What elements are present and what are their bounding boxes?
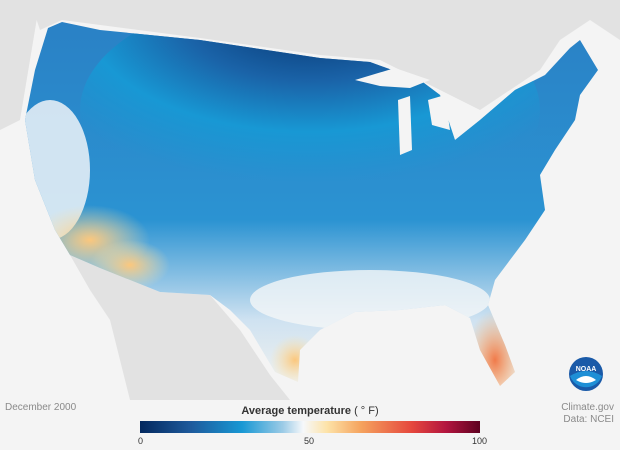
legend-tick-mid: 50 <box>304 436 315 446</box>
great-lakes <box>355 68 450 155</box>
legend-title: Average temperature ( ° F) <box>140 405 480 417</box>
legend-title-text: Average temperature <box>241 405 351 417</box>
background-land <box>0 0 620 400</box>
noaa-logo: NOAA <box>569 357 603 391</box>
credit-data: Data: NCEI <box>563 414 614 425</box>
svg-text:NOAA: NOAA <box>576 366 597 373</box>
legend-tick-min: 0 <box>138 436 144 446</box>
credit-source: Climate.gov <box>561 402 614 413</box>
legend-tick-max: 100 <box>472 436 488 446</box>
credit: Climate.gov Data: NCEI <box>561 402 614 426</box>
date-label: December 2000 <box>5 402 77 413</box>
temperature-map <box>0 0 620 400</box>
legend-color-bar <box>140 421 480 433</box>
legend-unit: ( ° F) <box>354 405 379 417</box>
